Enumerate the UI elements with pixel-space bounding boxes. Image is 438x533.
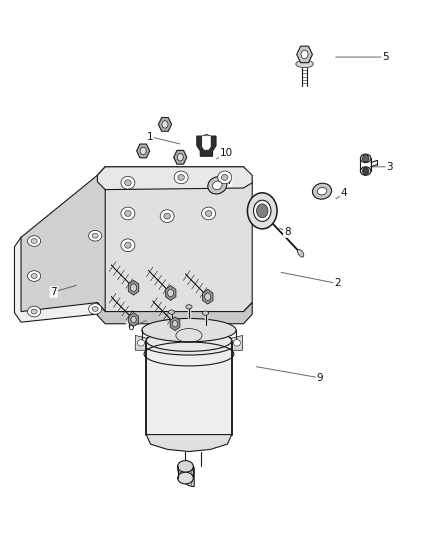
Text: 2: 2 <box>333 278 340 288</box>
Polygon shape <box>111 296 135 321</box>
Ellipse shape <box>120 207 134 220</box>
Circle shape <box>362 155 368 162</box>
Ellipse shape <box>141 318 236 342</box>
Circle shape <box>167 289 173 297</box>
Circle shape <box>140 147 146 155</box>
Ellipse shape <box>31 273 37 278</box>
Polygon shape <box>111 265 135 289</box>
Ellipse shape <box>141 332 236 355</box>
Text: 8: 8 <box>283 227 290 237</box>
Polygon shape <box>146 341 231 434</box>
Text: 4: 4 <box>224 175 231 185</box>
Polygon shape <box>173 150 186 164</box>
Ellipse shape <box>360 154 370 163</box>
Ellipse shape <box>28 236 41 246</box>
Polygon shape <box>202 289 212 304</box>
Polygon shape <box>152 301 176 326</box>
Circle shape <box>362 167 368 175</box>
Ellipse shape <box>124 211 131 216</box>
Polygon shape <box>128 280 138 295</box>
Text: 10: 10 <box>219 148 232 158</box>
Circle shape <box>300 50 307 59</box>
Ellipse shape <box>92 306 98 311</box>
Text: 5: 5 <box>381 52 388 62</box>
Polygon shape <box>97 167 252 190</box>
Ellipse shape <box>221 174 227 180</box>
Ellipse shape <box>295 60 313 68</box>
Text: 4: 4 <box>340 188 346 198</box>
Ellipse shape <box>202 311 208 316</box>
Polygon shape <box>14 228 113 322</box>
Polygon shape <box>158 117 171 131</box>
Ellipse shape <box>360 167 370 175</box>
Ellipse shape <box>160 210 174 222</box>
Ellipse shape <box>212 181 222 190</box>
Ellipse shape <box>205 211 212 216</box>
Text: 7: 7 <box>50 287 57 297</box>
Polygon shape <box>135 335 146 350</box>
Polygon shape <box>177 466 194 487</box>
Polygon shape <box>185 273 209 298</box>
Ellipse shape <box>233 340 240 346</box>
Polygon shape <box>128 313 138 326</box>
Text: 3: 3 <box>385 162 392 172</box>
Ellipse shape <box>146 330 231 351</box>
Circle shape <box>177 154 183 161</box>
Ellipse shape <box>177 174 184 180</box>
Ellipse shape <box>207 177 226 194</box>
Text: 6: 6 <box>127 322 133 333</box>
Circle shape <box>247 193 276 229</box>
Polygon shape <box>170 317 180 330</box>
Polygon shape <box>21 167 105 312</box>
Ellipse shape <box>217 171 231 184</box>
Polygon shape <box>97 303 252 324</box>
Ellipse shape <box>177 472 193 484</box>
Polygon shape <box>201 136 210 150</box>
Ellipse shape <box>177 461 193 472</box>
Polygon shape <box>136 144 149 158</box>
Ellipse shape <box>88 230 102 241</box>
Ellipse shape <box>163 213 170 219</box>
Ellipse shape <box>124 180 131 185</box>
Ellipse shape <box>201 207 215 220</box>
Ellipse shape <box>137 340 144 346</box>
Circle shape <box>130 284 136 292</box>
Ellipse shape <box>312 183 331 199</box>
Circle shape <box>204 293 210 301</box>
Polygon shape <box>165 286 176 301</box>
Ellipse shape <box>88 304 102 314</box>
Ellipse shape <box>28 306 41 317</box>
Ellipse shape <box>124 243 131 248</box>
Polygon shape <box>196 136 215 156</box>
Polygon shape <box>267 217 302 256</box>
Circle shape <box>201 134 210 145</box>
Polygon shape <box>148 270 172 295</box>
Ellipse shape <box>31 309 37 314</box>
Circle shape <box>172 320 177 327</box>
Text: 9: 9 <box>316 373 322 383</box>
Ellipse shape <box>92 233 98 238</box>
Circle shape <box>162 120 168 128</box>
Ellipse shape <box>28 271 41 281</box>
Polygon shape <box>97 167 252 312</box>
Circle shape <box>256 204 267 217</box>
Ellipse shape <box>120 239 134 252</box>
Circle shape <box>131 317 136 322</box>
Circle shape <box>253 200 270 221</box>
Polygon shape <box>146 434 231 451</box>
Ellipse shape <box>297 249 303 257</box>
Ellipse shape <box>185 305 191 309</box>
Ellipse shape <box>31 239 37 244</box>
Ellipse shape <box>120 176 134 189</box>
Ellipse shape <box>317 188 326 195</box>
Ellipse shape <box>168 310 174 314</box>
Polygon shape <box>296 46 312 63</box>
Text: 1: 1 <box>146 132 153 142</box>
Polygon shape <box>231 335 242 350</box>
Ellipse shape <box>174 171 187 184</box>
